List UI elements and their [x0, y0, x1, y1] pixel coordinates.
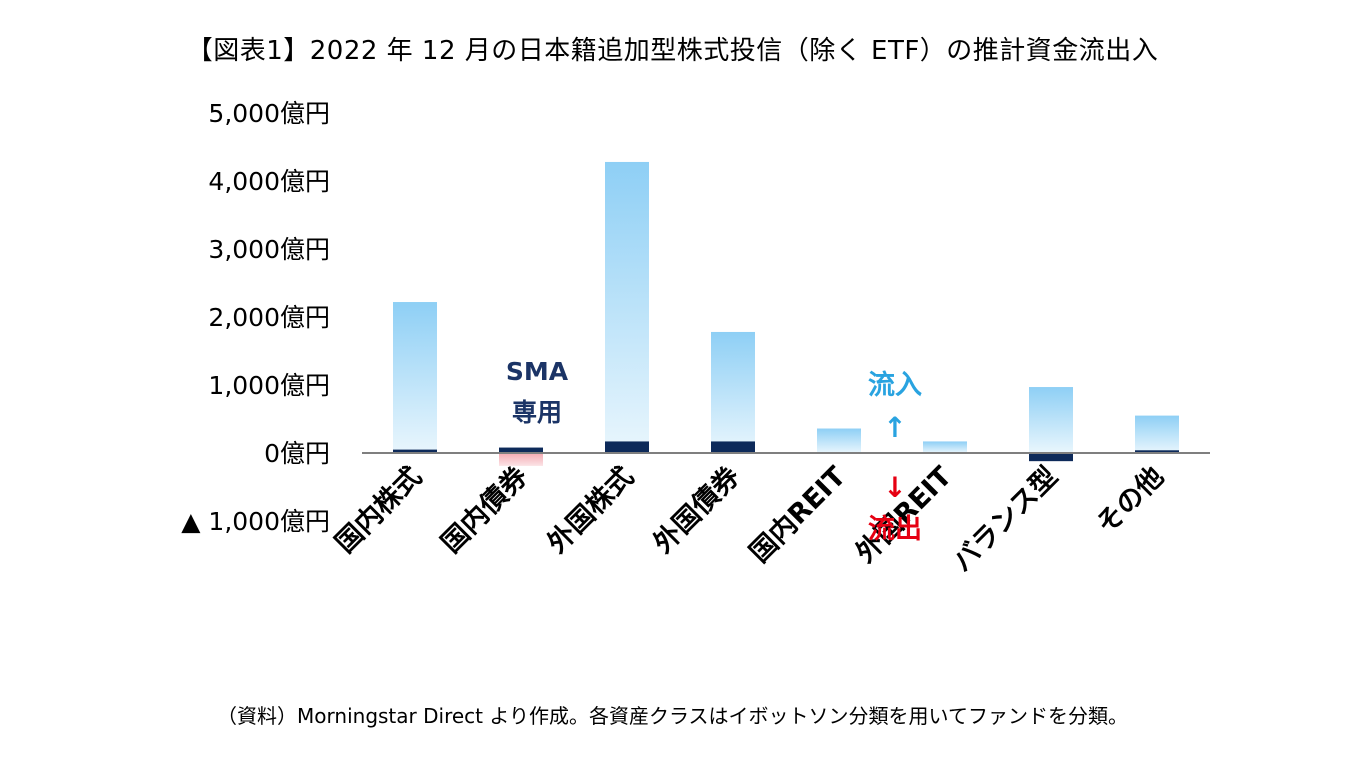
- bar-main: [393, 302, 437, 453]
- bar-sma: [711, 441, 755, 453]
- sma-annotation-line2: 専用: [512, 398, 562, 427]
- bar-sma: [393, 449, 437, 453]
- y-tick-label: 0億円: [264, 439, 330, 468]
- bar-main: [817, 428, 861, 453]
- bar-main: [1029, 387, 1073, 453]
- bar-main: [605, 161, 649, 453]
- y-tick-label: 4,000億円: [208, 167, 330, 196]
- inflow-arrow-icon: ↑: [883, 411, 906, 444]
- outflow-label: 流出: [868, 514, 922, 545]
- chart-title: 【図表1】2022 年 12 月の日本籍追加型株式投信（除く ETF）の推計資金…: [186, 36, 1159, 66]
- x-category-label: 外国債券: [647, 460, 747, 560]
- outflow-arrow-icon: ↓: [883, 471, 906, 504]
- y-tick-label: 2,000億円: [208, 303, 330, 332]
- x-category-label: その他: [1091, 461, 1170, 540]
- x-category-label: 国内株式: [330, 461, 428, 559]
- x-category-label: 国内債券: [435, 460, 535, 560]
- y-tick-label: 3,000億円: [208, 235, 330, 264]
- x-category-label: 国内REIT: [744, 461, 852, 569]
- bar-main: [1135, 415, 1179, 453]
- bar-main: [923, 441, 967, 453]
- bar-main: [711, 331, 755, 453]
- x-category-label: 外国株式: [542, 461, 640, 559]
- bar-sma: [1135, 450, 1179, 453]
- bar-sma: [1029, 453, 1073, 462]
- sma-annotation-line1: SMA: [506, 357, 569, 386]
- y-tick-label: ▲ 1,000億円: [181, 507, 330, 536]
- bar-main-negative: [499, 453, 543, 466]
- bar-sma: [605, 441, 649, 453]
- y-tick-label: 5,000億円: [208, 99, 330, 128]
- bar-sma: [499, 447, 543, 453]
- source-note: （資料）Morningstar Direct より作成。各資産クラスはイボットソ…: [217, 704, 1128, 728]
- inflow-label: 流入: [868, 370, 922, 401]
- x-category-label: バランス型: [947, 461, 1064, 578]
- y-tick-label: 1,000億円: [208, 371, 330, 400]
